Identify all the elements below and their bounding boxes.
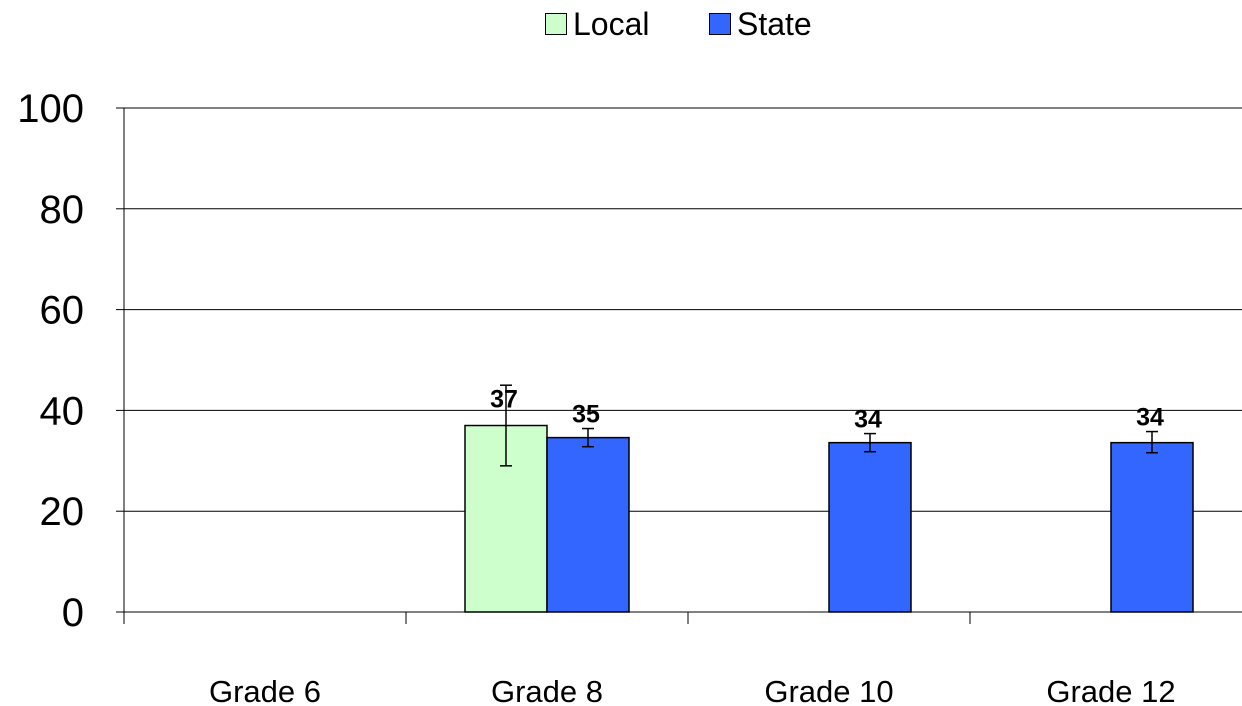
bar-state — [1110, 441, 1194, 613]
x-category-label: Grade 12 — [1046, 674, 1175, 706]
legend-swatch-local — [545, 13, 567, 35]
legend-label-state: State — [737, 5, 812, 42]
bar-state — [546, 436, 630, 613]
y-tick-label: 80 — [40, 188, 85, 232]
x-category-label: Grade 10 — [764, 674, 893, 706]
y-tick-label: 40 — [40, 389, 85, 433]
bar-state — [828, 441, 912, 613]
y-tick-label: 60 — [40, 289, 85, 333]
data-label: 34 — [854, 406, 882, 434]
y-tick-label: 100 — [17, 87, 84, 131]
chart-legend: Local State — [0, 4, 1242, 44]
y-tick-label: 0 — [62, 591, 84, 635]
data-label: 35 — [572, 401, 600, 429]
y-tick-label: 20 — [40, 490, 85, 534]
x-category-label: Grade 6 — [209, 674, 321, 706]
data-label: 37 — [490, 386, 518, 414]
data-label: 34 — [1136, 404, 1164, 432]
x-category-label: Grade 8 — [491, 674, 603, 706]
legend-label-local: Local — [573, 5, 650, 42]
legend-item-local: Local — [545, 4, 650, 44]
legend-item-state: State — [709, 4, 812, 44]
legend-swatch-state — [709, 13, 731, 35]
